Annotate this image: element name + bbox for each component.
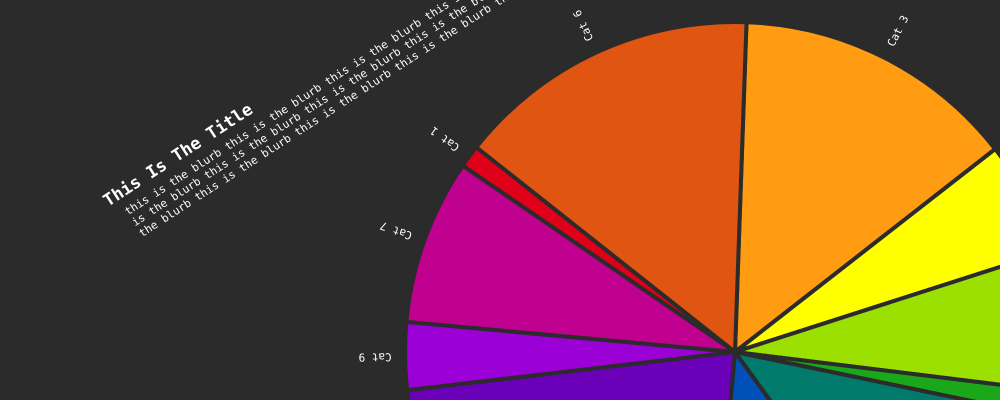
slice-label: Cat 9 <box>358 350 391 363</box>
pie-slice <box>404 349 738 400</box>
pie-slice <box>733 146 1000 354</box>
pie-slice <box>732 20 998 357</box>
pie-slice <box>728 346 773 400</box>
pie-slice <box>473 20 749 357</box>
pie-slice <box>730 348 977 400</box>
pie-slice <box>734 264 1000 387</box>
pie-slice <box>404 162 743 355</box>
